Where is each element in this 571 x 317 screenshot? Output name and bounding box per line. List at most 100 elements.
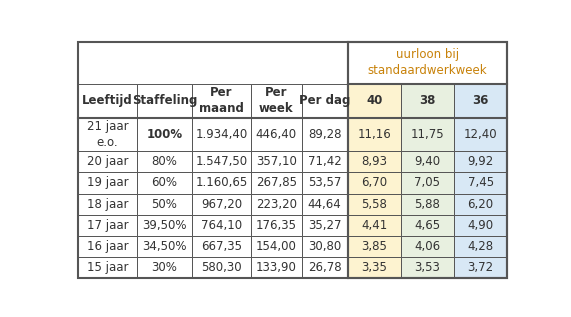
Text: 223,20: 223,20: [256, 198, 297, 211]
Text: 16 jaar: 16 jaar: [87, 240, 128, 253]
Bar: [348, 172, 401, 194]
Bar: [348, 257, 401, 278]
Text: 4,28: 4,28: [468, 240, 494, 253]
Bar: [78, 84, 137, 118]
Text: 6,70: 6,70: [361, 177, 387, 190]
Bar: [454, 118, 507, 151]
Text: 11,75: 11,75: [411, 128, 444, 141]
Text: 133,90: 133,90: [256, 261, 297, 274]
Text: 580,30: 580,30: [201, 261, 242, 274]
Text: 100%: 100%: [146, 128, 183, 141]
Bar: [78, 215, 137, 236]
Bar: [348, 42, 507, 84]
Bar: [348, 194, 401, 215]
Bar: [192, 215, 251, 236]
Bar: [251, 118, 301, 151]
Text: 71,42: 71,42: [308, 155, 341, 168]
Bar: [137, 151, 192, 172]
Bar: [301, 151, 348, 172]
Bar: [348, 118, 401, 151]
Bar: [137, 257, 192, 278]
Text: 7,45: 7,45: [468, 177, 494, 190]
Bar: [137, 215, 192, 236]
Text: Per
week: Per week: [259, 86, 293, 115]
Bar: [192, 151, 251, 172]
Bar: [78, 172, 137, 194]
Bar: [454, 236, 507, 257]
Text: 9,92: 9,92: [468, 155, 494, 168]
Bar: [78, 194, 137, 215]
Text: 20 jaar: 20 jaar: [87, 155, 128, 168]
Bar: [348, 42, 507, 278]
Bar: [301, 84, 348, 118]
Bar: [348, 236, 401, 257]
Bar: [192, 118, 251, 151]
Bar: [192, 172, 251, 194]
Text: 18 jaar: 18 jaar: [87, 198, 128, 211]
Text: 17 jaar: 17 jaar: [87, 219, 128, 232]
Text: 176,35: 176,35: [256, 219, 297, 232]
Text: 3,85: 3,85: [361, 240, 387, 253]
Text: 1.934,40: 1.934,40: [195, 128, 247, 141]
Bar: [137, 172, 192, 194]
Text: 26,78: 26,78: [308, 261, 341, 274]
Bar: [78, 118, 137, 151]
Bar: [78, 236, 137, 257]
Text: 80%: 80%: [151, 155, 178, 168]
Bar: [454, 151, 507, 172]
Text: Staffeling: Staffeling: [132, 94, 197, 107]
Bar: [251, 172, 301, 194]
Bar: [454, 194, 507, 215]
Text: 35,27: 35,27: [308, 219, 341, 232]
Text: 34,50%: 34,50%: [142, 240, 187, 253]
Bar: [251, 215, 301, 236]
Text: 50%: 50%: [151, 198, 178, 211]
Bar: [192, 42, 251, 84]
Text: 44,64: 44,64: [308, 198, 341, 211]
Bar: [251, 236, 301, 257]
Bar: [192, 257, 251, 278]
Text: 21 jaar
e.o.: 21 jaar e.o.: [87, 120, 128, 149]
Text: 3,72: 3,72: [468, 261, 494, 274]
Bar: [301, 215, 348, 236]
Bar: [78, 257, 137, 278]
Text: 8,93: 8,93: [361, 155, 387, 168]
Text: 89,28: 89,28: [308, 128, 341, 141]
Bar: [401, 118, 454, 151]
Text: 1.547,50: 1.547,50: [195, 155, 247, 168]
Bar: [301, 42, 348, 84]
Bar: [251, 42, 301, 84]
Bar: [454, 84, 507, 118]
Bar: [401, 236, 454, 257]
Text: uurloon bij
standaardwerkweek: uurloon bij standaardwerkweek: [368, 48, 487, 77]
Text: 4,41: 4,41: [361, 219, 387, 232]
Bar: [251, 151, 301, 172]
Text: 764,10: 764,10: [201, 219, 242, 232]
Bar: [251, 84, 301, 118]
Text: Leeftijd: Leeftijd: [82, 94, 133, 107]
Text: 12,40: 12,40: [464, 128, 497, 141]
Bar: [401, 257, 454, 278]
Text: 446,40: 446,40: [256, 128, 297, 141]
Text: 53,57: 53,57: [308, 177, 341, 190]
Text: 19 jaar: 19 jaar: [87, 177, 128, 190]
Text: 357,10: 357,10: [256, 155, 297, 168]
Text: 11,16: 11,16: [357, 128, 391, 141]
Text: 40: 40: [366, 94, 383, 107]
Text: 267,85: 267,85: [256, 177, 297, 190]
Text: 38: 38: [419, 94, 436, 107]
Bar: [401, 84, 454, 118]
Text: 667,35: 667,35: [201, 240, 242, 253]
Text: 967,20: 967,20: [201, 198, 242, 211]
Text: 60%: 60%: [151, 177, 178, 190]
Bar: [301, 118, 348, 151]
Text: 5,58: 5,58: [361, 198, 387, 211]
Bar: [78, 42, 137, 84]
Bar: [301, 194, 348, 215]
Bar: [348, 84, 401, 118]
Bar: [301, 236, 348, 257]
Text: 7,05: 7,05: [415, 177, 440, 190]
Bar: [454, 172, 507, 194]
Text: 5,88: 5,88: [415, 198, 440, 211]
Text: Per dag: Per dag: [299, 94, 350, 107]
